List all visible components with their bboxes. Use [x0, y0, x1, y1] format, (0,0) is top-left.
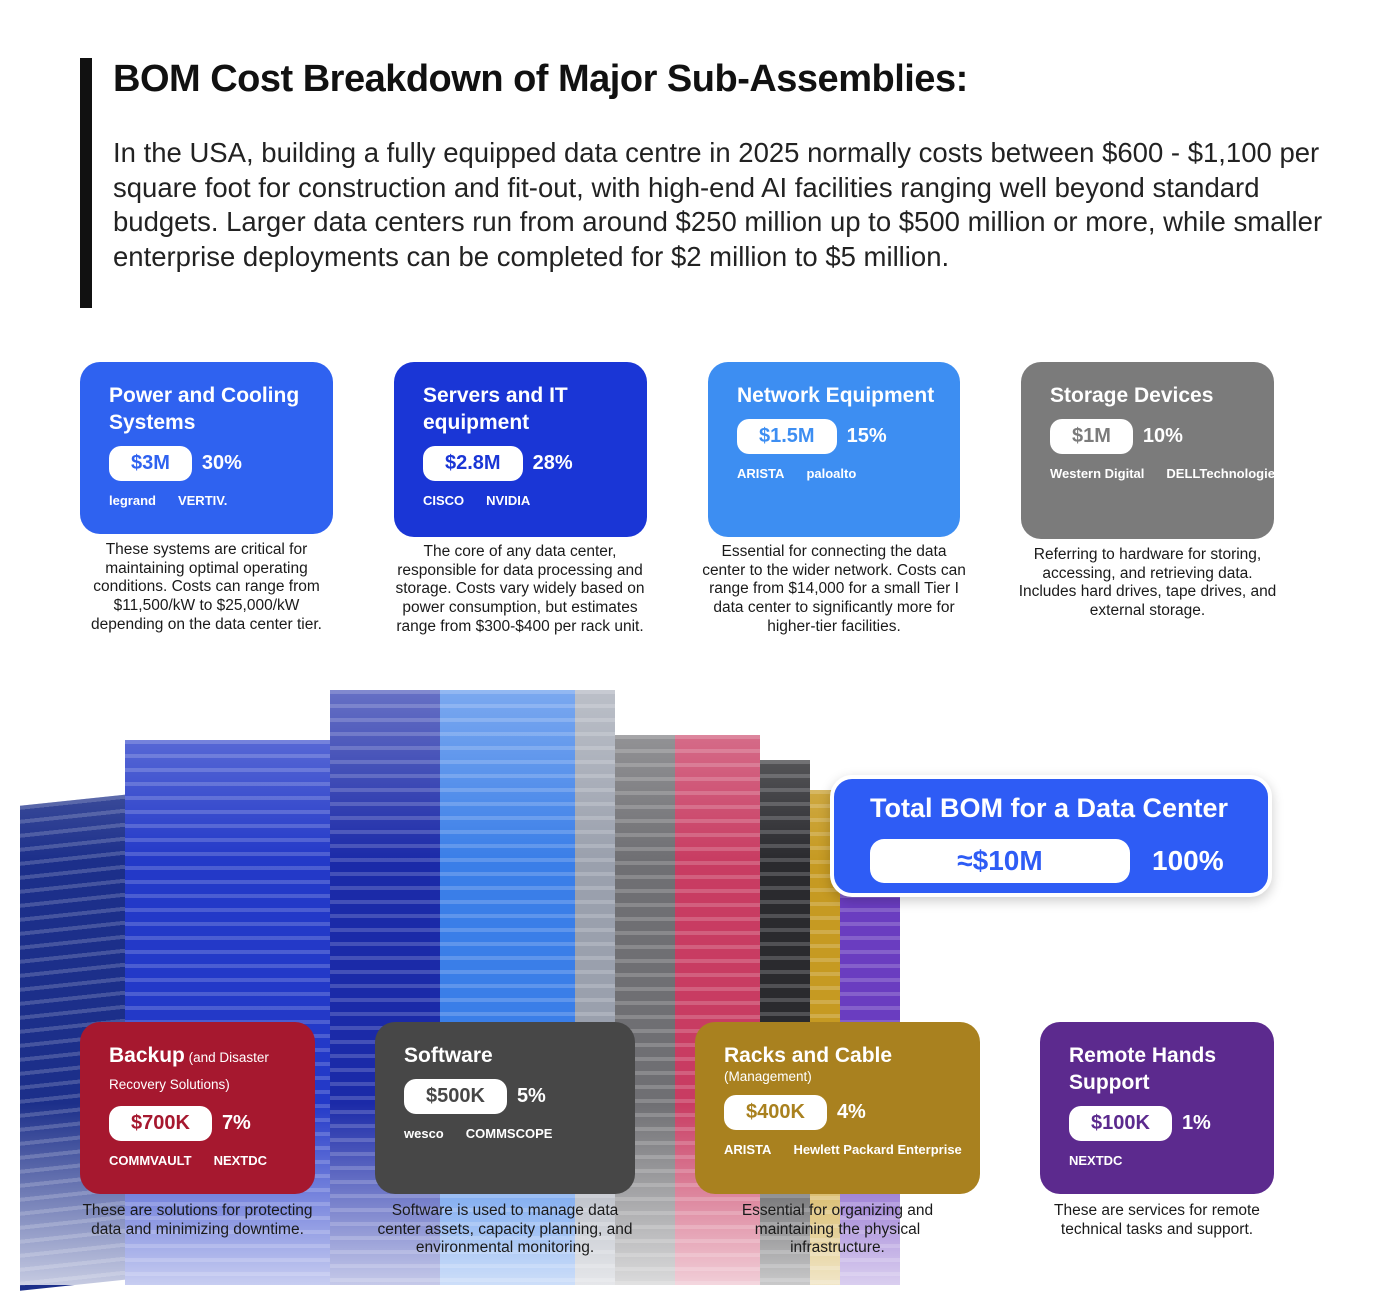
card-title-text: Software	[404, 1044, 493, 1067]
card-subtitle: (and Disaster Recovery Solutions)	[109, 1050, 269, 1092]
logo-row: CISCO NVIDIA	[423, 493, 623, 508]
vendor-logo: COMMSCOPE	[465, 1126, 553, 1141]
total-card: Total BOM for a Data Center ≈$10M 100%	[830, 775, 1272, 897]
card-title: Backup (and Disaster Recovery Solutions)	[109, 1042, 291, 1096]
cost-card: Remote Hands Support $100K 1% NEXTDC	[1040, 1022, 1274, 1194]
total-amount: ≈$10M	[870, 839, 1130, 883]
cost-card: Power and Cooling Systems $3M 30% legrand VE…	[80, 362, 333, 534]
card-title: Remote Hands Support	[1069, 1042, 1250, 1096]
card-amount: $700K	[109, 1106, 212, 1141]
vendor-logo: COMMVAULT	[109, 1153, 192, 1168]
logo-row: Western Digital DELLTechnologies	[1050, 466, 1274, 481]
card-amount: $400K	[724, 1095, 827, 1130]
card-percent: 4%	[836, 1101, 866, 1123]
logo-row: COMMVAULT NEXTDC	[109, 1153, 291, 1168]
fade	[0, 680, 1376, 1285]
card-amount: $1.5M	[737, 419, 837, 454]
card-description: Essential for connecting the data center…	[702, 543, 966, 635]
card-percent: 10%	[1142, 425, 1183, 447]
card-title-text: Racks and Cable	[724, 1044, 893, 1067]
vendor-logo: DELLTechnologies	[1166, 466, 1274, 481]
logo-row: NEXTDC	[1069, 1153, 1250, 1168]
card-percent: 28%	[532, 452, 573, 474]
card-title: Storage Devices	[1050, 382, 1250, 409]
card-title: Software	[404, 1042, 611, 1069]
cost-card: Racks and Cable (Management) $400K 4% ARISTA…	[695, 1022, 980, 1194]
vendor-logo: VERTIV.	[177, 493, 228, 508]
vendor-logo: ARISTA	[724, 1142, 772, 1157]
card-title-text: Servers and IT equipment	[423, 384, 568, 434]
vendor-logo: ARISTA	[737, 466, 785, 481]
vendor-logo: paloalto	[806, 466, 857, 481]
amount-row: $3M 30%	[109, 446, 309, 481]
card-description: These are solutions for protecting data …	[82, 1202, 313, 1238]
card-percent: 30%	[201, 452, 242, 474]
card-title-text: Storage Devices	[1050, 384, 1214, 407]
card-description: Software is used to manage data center a…	[377, 1202, 633, 1257]
accent-bar	[80, 58, 92, 308]
logo-row: wesco COMMSCOPE	[404, 1126, 611, 1141]
card-description: These systems are critical for maintaini…	[91, 541, 322, 633]
vendor-logo: NEXTDC	[213, 1153, 268, 1168]
amount-row: $700K 7%	[109, 1106, 291, 1141]
total-percent: 100%	[1152, 845, 1224, 876]
vendor-logo: legrand	[109, 493, 156, 508]
logo-row: legrand VERTIV.	[109, 493, 309, 508]
vendor-logo: NVIDIA	[486, 493, 531, 508]
card-title-text: Power and Cooling Systems	[109, 384, 300, 434]
card-title-text: Backup	[109, 1044, 185, 1067]
cost-card: Servers and IT equipment $2.8M 28% CISCO NVI…	[394, 362, 647, 537]
card-title: Racks and Cable (Management)	[724, 1042, 956, 1085]
card-subtitle: (Management)	[724, 1069, 812, 1084]
logo-row: ARISTA Hewlett Packard Enterprise	[724, 1142, 962, 1157]
card-title-text: Remote Hands Support	[1069, 1044, 1217, 1094]
total-title: Total BOM for a Data Center	[870, 793, 1229, 823]
card-amount: $2.8M	[423, 446, 523, 481]
card-title: Network Equipment	[737, 382, 936, 409]
amount-row: $1.5M 15%	[737, 419, 936, 454]
card-title: Power and Cooling Systems	[109, 382, 309, 436]
card-percent: 7%	[221, 1112, 251, 1134]
card-title: Servers and IT equipment	[423, 382, 623, 436]
card-description: Referring to hardware for storing, acces…	[1018, 546, 1277, 620]
intro: In the USA, building a fully equipped da…	[113, 137, 1323, 272]
amount-row: $2.8M 28%	[423, 446, 623, 481]
card-percent: 15%	[846, 425, 887, 447]
logo-row: ARISTA paloalto	[737, 466, 936, 481]
cost-card: Storage Devices $1M 10% Western Digital DELL…	[1021, 362, 1274, 539]
vendor-logo: NEXTDC	[1069, 1153, 1123, 1168]
amount-row: $1M 10%	[1050, 419, 1250, 454]
cost-card: Software $500K 5% wesco COMMSCOPE	[375, 1022, 635, 1194]
card-amount: $3M	[109, 446, 192, 481]
card-title-text: Network Equipment	[737, 384, 935, 407]
amount-row: $100K 1%	[1069, 1106, 1250, 1141]
cost-card: Network Equipment $1.5M 15% ARISTA paloalto	[708, 362, 960, 537]
vendor-logo: Western Digital	[1050, 466, 1145, 481]
amount-row: $500K 5%	[404, 1079, 611, 1114]
card-amount: $1M	[1050, 419, 1133, 454]
card-description: The core of any data center, responsible…	[395, 543, 645, 635]
card-amount: $100K	[1069, 1106, 1172, 1141]
vendor-logo: wesco	[404, 1126, 444, 1141]
card-percent: 5%	[516, 1085, 546, 1107]
vendor-logo: CISCO	[423, 493, 465, 508]
vendor-logo: Hewlett Packard Enterprise	[793, 1142, 962, 1157]
card-description: Essential for organizing and maintaining…	[741, 1202, 934, 1257]
card-description: These are services for remote technical …	[1054, 1202, 1260, 1238]
card-amount: $500K	[404, 1079, 507, 1114]
cost-card: Backup (and Disaster Recovery Solutions)…	[80, 1022, 315, 1194]
amount-row: $400K 4%	[724, 1095, 956, 1130]
title: BOM Cost Breakdown of Major Sub-Assembli…	[113, 58, 968, 100]
card-percent: 1%	[1181, 1112, 1211, 1134]
